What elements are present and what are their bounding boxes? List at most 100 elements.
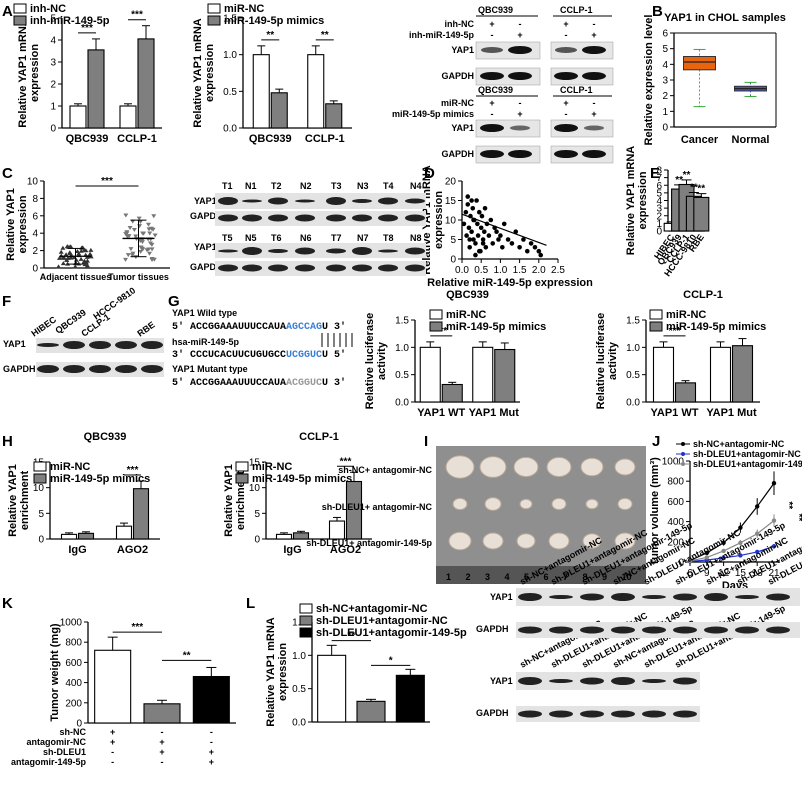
x-axis-label: Relative miR-149-5p expression — [427, 277, 593, 289]
band — [405, 198, 425, 204]
blot-mark: + — [563, 98, 568, 108]
y-tick-label: 0 — [656, 227, 662, 238]
tumor — [614, 532, 636, 550]
data-point — [56, 264, 61, 269]
band — [378, 214, 398, 222]
data-point — [151, 257, 157, 262]
band-label: GAPDH — [441, 71, 474, 81]
y-tick-label: 6 — [662, 29, 668, 40]
chart-title: YAP1 in CHOL samples — [664, 12, 786, 24]
band — [295, 214, 315, 222]
tumor — [617, 497, 633, 511]
wt-label: YAP1 Wild type — [172, 308, 237, 318]
data-point — [500, 245, 505, 250]
row-mark: - — [111, 757, 114, 767]
band — [295, 264, 315, 272]
band — [549, 626, 573, 634]
row-mark: + — [110, 727, 115, 737]
lane-label: T7 — [331, 233, 342, 243]
bar — [137, 38, 155, 129]
data-point — [125, 253, 131, 258]
lane-label: N6 — [300, 233, 312, 243]
box — [683, 56, 716, 71]
data-point — [496, 237, 501, 242]
significance-label: ** — [697, 184, 705, 195]
y-tick-label: 6 — [32, 211, 38, 222]
data-point — [478, 225, 484, 231]
chart-title: CCLP-1 — [299, 431, 339, 443]
y-tick-label: 200 — [667, 537, 684, 548]
y-tick-label: 2 — [50, 80, 56, 91]
data-point — [465, 194, 471, 199]
data-point — [61, 255, 67, 260]
y-axis-label: Relative YAP1 mRNA — [265, 617, 277, 726]
data-point — [524, 248, 530, 254]
lane-label: T8 — [383, 233, 394, 243]
y-tick-label: 4 — [50, 36, 56, 47]
x-tick-label: Adjacent tissues — [40, 272, 112, 282]
row-mark: - — [161, 727, 164, 737]
data-point — [146, 247, 152, 252]
band — [63, 341, 85, 349]
band-label: GAPDH — [190, 262, 223, 272]
bar — [94, 649, 132, 724]
group-label: sh-DLEU1+ antagomir-NC — [322, 502, 433, 512]
y-tick-label: 8 — [32, 194, 38, 205]
row-mark: - — [210, 737, 213, 747]
tumor — [516, 533, 536, 549]
y-tick-label: 1.0 — [626, 343, 640, 354]
tumor — [580, 457, 604, 477]
series-line — [689, 520, 775, 562]
y-tick-label: 1.5 — [626, 316, 640, 327]
data-point — [147, 251, 153, 256]
row-mark: - — [111, 747, 114, 757]
blot-a-bottom: QBC939 CCLP-1 miR-NC miR-149-5p mimics +… — [392, 85, 614, 164]
mut-label: YAP1 Mutant type — [172, 364, 248, 374]
band — [580, 626, 604, 634]
blot-row-label: inh-miR-149-5p — [409, 30, 475, 40]
band — [218, 264, 238, 272]
blot-header: QBC939 — [478, 5, 513, 15]
blot-a-top: QBC939 CCLP-1 inh-NC inh-miR-149-5p + - … — [409, 5, 614, 86]
y-axis-label: Relative YAP1 — [7, 464, 19, 537]
band — [89, 341, 111, 349]
y-axis-label: Relative YAP1 mRNA — [625, 146, 637, 255]
panel-label-j: J — [652, 433, 660, 450]
panel-label-h: H — [2, 433, 13, 450]
band — [141, 365, 163, 373]
wt-sequence: 5' ACCGGAAAUUUCCAUAAGCCAGU 3' — [172, 321, 346, 333]
band — [352, 247, 372, 255]
data-point — [140, 231, 146, 236]
data-point — [137, 224, 143, 229]
panel-label-k: K — [2, 595, 13, 612]
band-label: GAPDH — [441, 149, 474, 159]
blot-mark: - — [593, 19, 596, 29]
band — [295, 199, 315, 203]
band — [704, 593, 728, 601]
x-tick-label: Cancer — [681, 134, 719, 146]
tumor — [513, 456, 539, 478]
band — [642, 595, 666, 599]
row-label: sh-NC — [60, 727, 87, 737]
y-tick-label: 2 — [656, 211, 662, 222]
bar — [356, 700, 386, 723]
band — [735, 626, 759, 634]
data-point — [128, 247, 134, 252]
y-tick-label: 0.0 — [223, 124, 237, 135]
data-point — [469, 198, 474, 203]
data-point — [474, 198, 479, 203]
bar — [494, 348, 516, 403]
y-tick-label: 1.0 — [223, 50, 237, 61]
y-axis-label: enrichment — [235, 471, 247, 531]
x-tick-label: 15 — [735, 568, 747, 579]
lane-label: HCCC-9810 — [91, 285, 137, 321]
band — [268, 197, 288, 205]
tumor-photo: 1 2 3 4 5 6 7 8 9 10 sh-NC+ antagomir-NC sh-DLEU1… — [306, 446, 646, 584]
legend-label: miR-NC — [666, 309, 706, 321]
y-axis-label: Tumor weight (mg) — [49, 623, 61, 722]
bar — [441, 383, 463, 403]
y-tick-label: 1000 — [662, 457, 685, 468]
legend-swatch — [235, 461, 249, 472]
row-mark: - — [161, 757, 164, 767]
